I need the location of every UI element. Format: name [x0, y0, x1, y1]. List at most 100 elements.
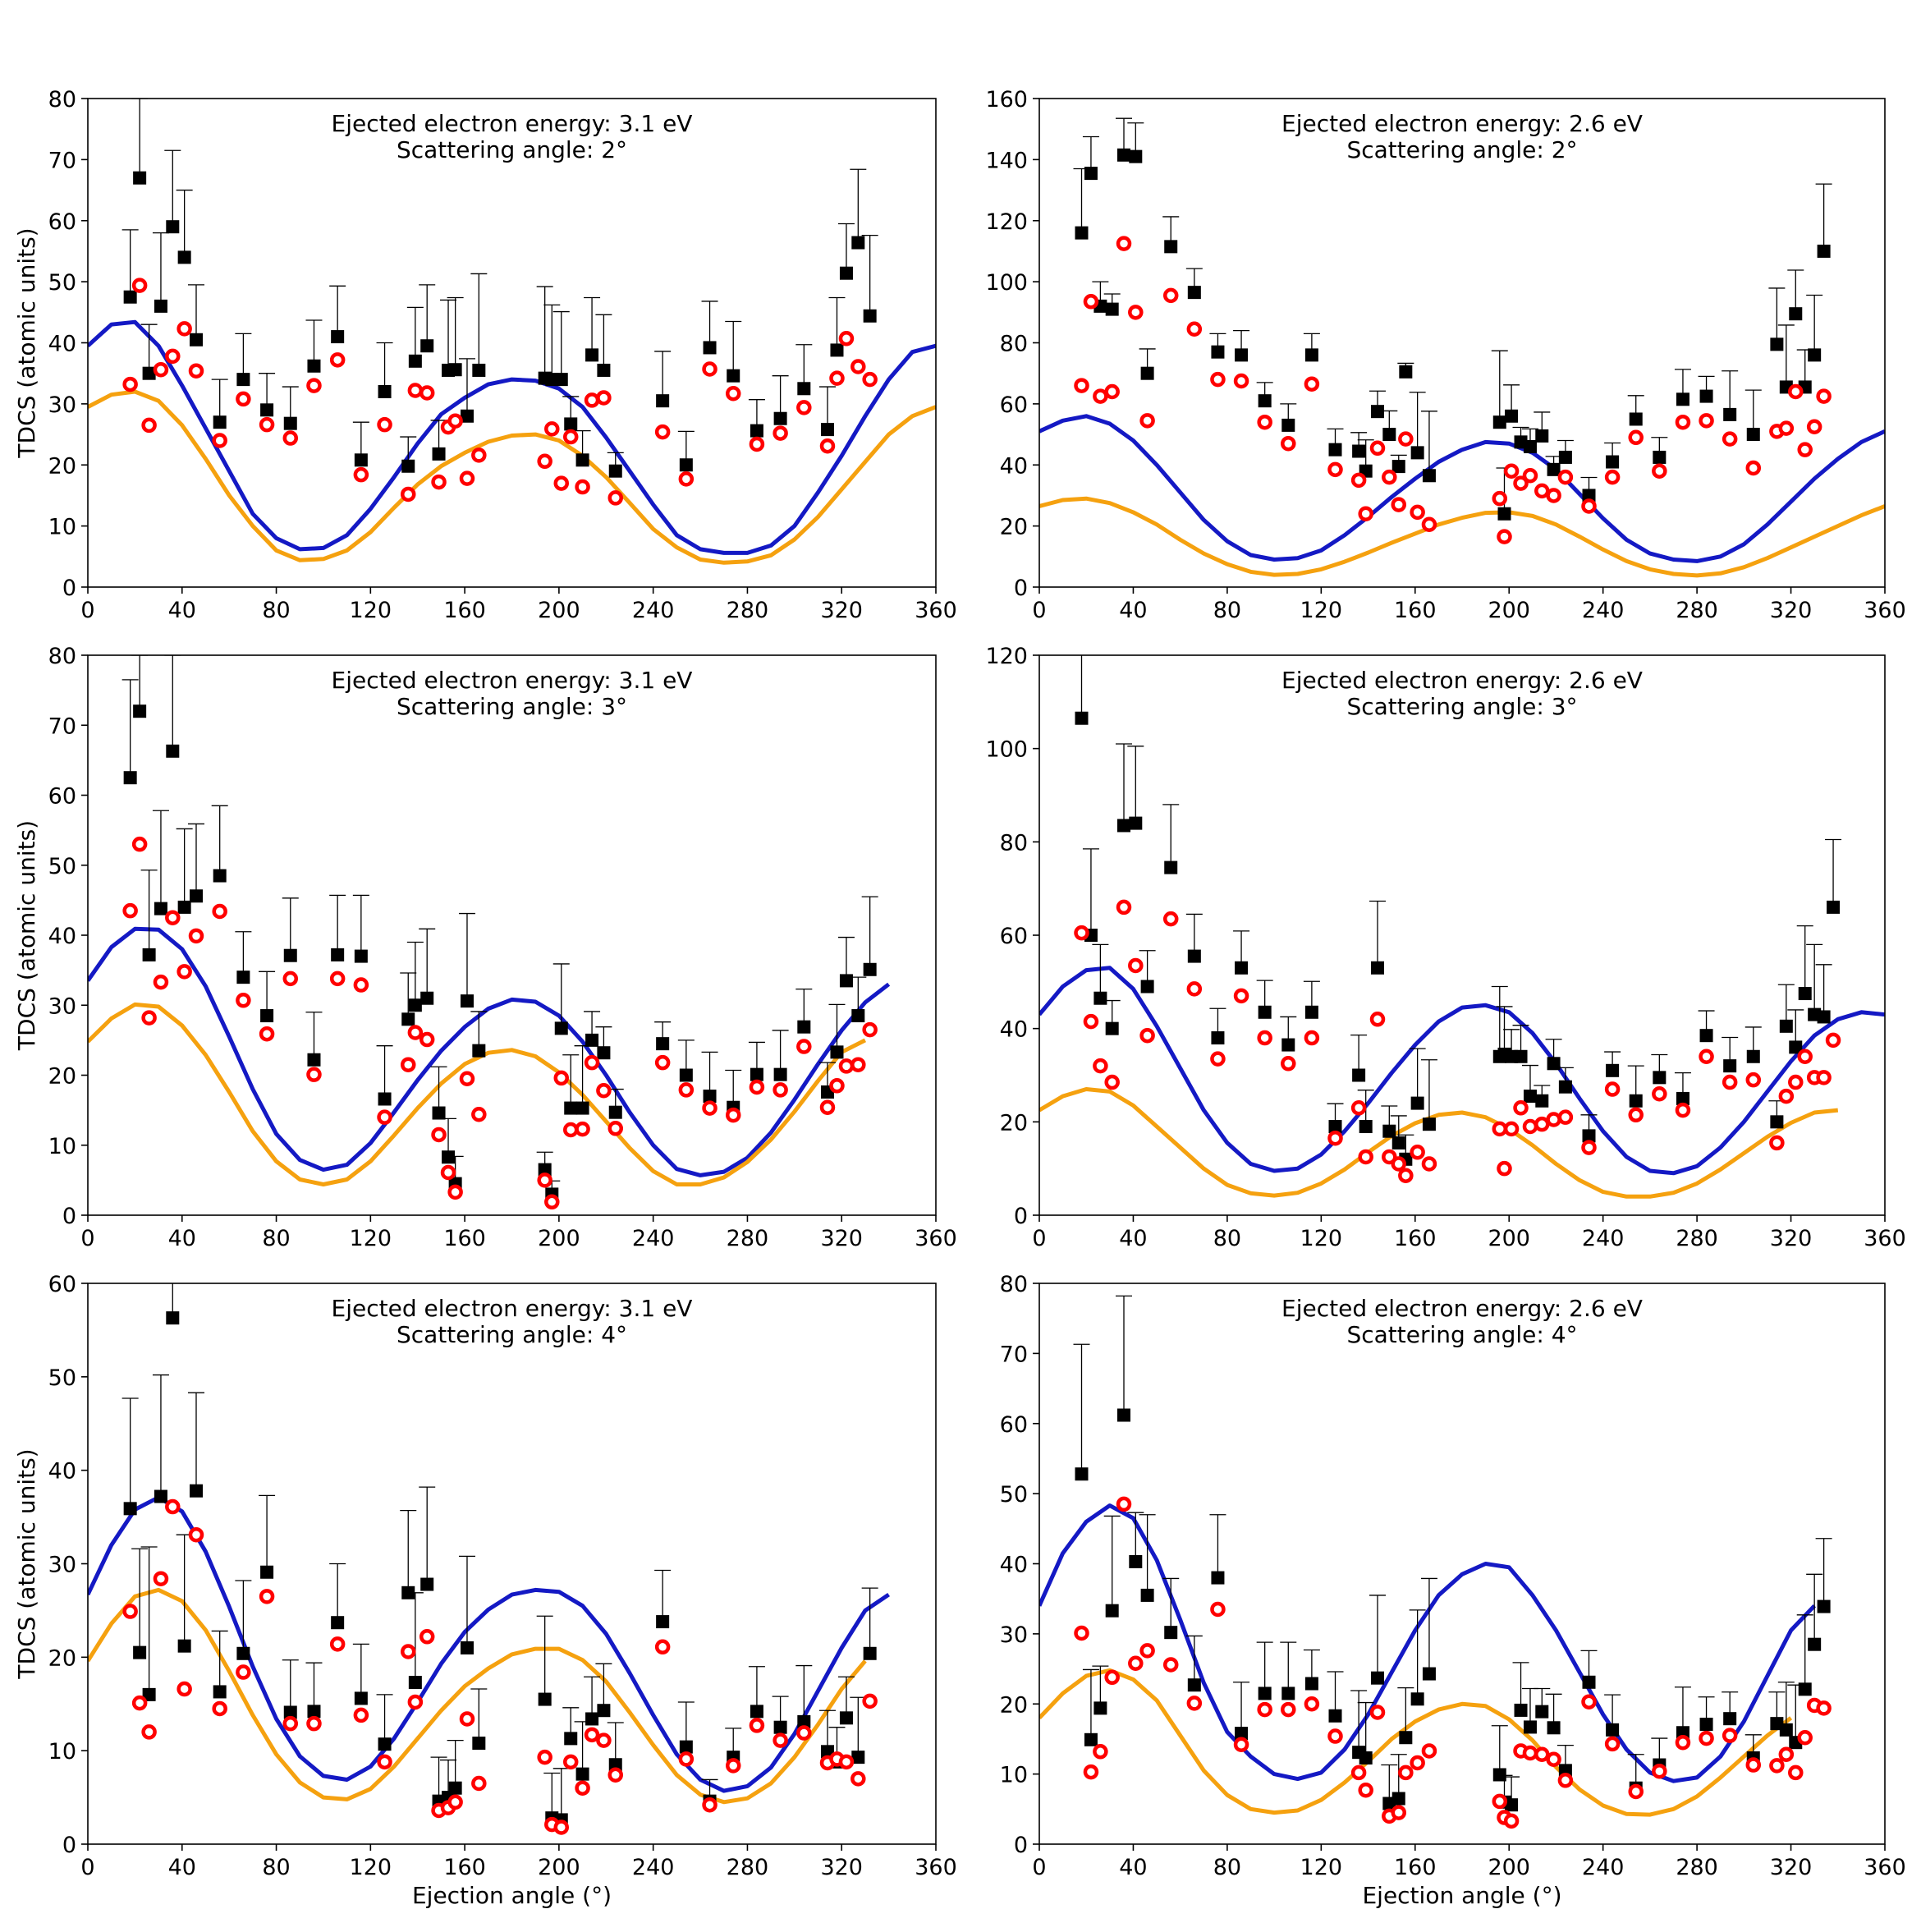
red-circle-marker: [1503, 463, 1520, 479]
black-square-marker: [797, 1020, 811, 1034]
red-circle-marker: [702, 1100, 718, 1116]
x-tick-label: 120: [350, 1855, 392, 1880]
orange-curve: [1039, 1087, 1839, 1199]
red-circle-marker: [1675, 1734, 1691, 1751]
y-tick-label: 20: [48, 1645, 76, 1671]
x-tick-label: 240: [1582, 1855, 1625, 1880]
red-circle-marker: [553, 1070, 570, 1086]
red-circle-marker: [1139, 413, 1155, 429]
black-square-marker: [1371, 1671, 1384, 1685]
red-circle-marker: [1699, 1049, 1714, 1065]
black-square-marker: [1304, 1677, 1318, 1691]
black-square-marker: [260, 403, 274, 417]
black-square-marker: [1798, 987, 1812, 1001]
theory-curves: [1039, 414, 1885, 578]
chart-panel-5: 0 40 80 120 160 200 240 280 320 360 0 10 20 30 40 50 60 E…: [13, 1272, 957, 1909]
red-circle-marker: [819, 1099, 836, 1115]
black-square-marker: [1514, 1049, 1528, 1063]
red-circle-marker: [1186, 321, 1203, 337]
red-circle-marker: [1210, 371, 1226, 388]
black-square-marker: [608, 1105, 622, 1119]
red-circle-marker: [1304, 376, 1320, 392]
y-tick-label: 20: [1000, 515, 1028, 540]
red-circle-marker: [1797, 1729, 1813, 1746]
red-circle-marker: [829, 1078, 845, 1094]
red-circle-marker: [1421, 1743, 1437, 1759]
x-tick-label: 360: [1864, 598, 1906, 623]
red-circle-marker: [141, 417, 157, 434]
red-circle-marker: [1074, 1625, 1089, 1641]
chart-panel-3: 0 40 80 120 160 200 240 280 320 360 0 10 20 30 40 50 60 7…: [13, 644, 957, 1251]
black-square-marker: [1093, 991, 1107, 1005]
red-circle-marker: [850, 1057, 866, 1072]
black-square-marker: [1746, 428, 1760, 442]
red-circle-marker: [1492, 1121, 1508, 1137]
red-circle-marker: [1675, 1102, 1691, 1118]
y-tick-label: 100: [985, 737, 1028, 763]
x-tick-label: 240: [632, 598, 675, 623]
red-circle-marker: [188, 1526, 204, 1543]
black-square-marker: [236, 373, 250, 387]
black-square-marker: [1558, 1080, 1572, 1094]
y-tick-label: 0: [1014, 576, 1028, 601]
black-square-marker: [472, 363, 486, 377]
x-tick-label: 280: [727, 598, 769, 623]
black-square-marker: [851, 1009, 865, 1023]
black-square-marker: [1699, 1029, 1713, 1043]
x-tick-label: 200: [538, 598, 580, 623]
black-square-marker: [1606, 1723, 1620, 1737]
black-square-marker: [1422, 1667, 1436, 1681]
black-square-marker: [1328, 1120, 1342, 1134]
red-circle-marker: [459, 470, 475, 486]
red-circle-marker: [1382, 1149, 1397, 1165]
orange-curve: [88, 1587, 867, 1805]
x-tick-label: 0: [1032, 1855, 1046, 1880]
red-circle-marker: [1806, 419, 1822, 435]
red-circle-marker: [553, 1820, 570, 1835]
red-circle-marker: [1778, 1088, 1795, 1104]
red-circle-marker: [1497, 1160, 1512, 1177]
black-square-marker: [750, 424, 763, 438]
red-circle-marker: [459, 1711, 475, 1727]
orange-curve: [88, 1002, 867, 1186]
black-square-marker: [1235, 348, 1249, 362]
red-circle-marker: [607, 1121, 624, 1136]
red-circle-marker: [1503, 1813, 1520, 1829]
red-circle-marker: [400, 1057, 416, 1072]
x-tick-label: 120: [350, 598, 392, 623]
black-square-marker: [1382, 428, 1396, 442]
red-circle-marker: [407, 383, 424, 398]
x-tick-label: 200: [1488, 1226, 1530, 1251]
red-circle-marker: [596, 390, 612, 406]
x-tick-label: 80: [1213, 1855, 1241, 1880]
black-square-marker: [1808, 1637, 1822, 1651]
red-circle-marker: [1350, 472, 1367, 489]
black-square-marker: [1817, 1010, 1831, 1024]
red-circle-marker: [562, 429, 579, 445]
black-square-marker: [1422, 469, 1436, 483]
x-tick-label: 120: [1300, 598, 1343, 623]
black-square-marker: [260, 1009, 274, 1023]
black-square-marker: [432, 1106, 446, 1120]
red-circle-marker: [471, 1106, 487, 1122]
black-square-marker: [1391, 460, 1405, 474]
red-circle-marker: [1116, 236, 1132, 251]
red-circle-marker: [1546, 1751, 1561, 1767]
black-square-marker: [123, 771, 137, 785]
black-square-marker: [1328, 443, 1342, 457]
black-square-marker: [1789, 1040, 1803, 1054]
black-square-marker: [863, 1646, 877, 1660]
black-square-marker: [166, 1311, 180, 1325]
black-square-marker: [1164, 1626, 1178, 1640]
x-tick-label: 200: [1488, 598, 1530, 623]
red-circle-marker: [447, 413, 463, 429]
black-square-marker: [1629, 1094, 1643, 1108]
red-circle-marker: [1304, 1696, 1320, 1712]
black-square-marker: [133, 171, 147, 185]
y-tick-label: 60: [48, 209, 76, 235]
y-tick-label: 10: [48, 1134, 76, 1159]
black-square-marker: [1359, 1120, 1373, 1134]
y-tick-label: 40: [48, 1459, 76, 1485]
red-circle-marker: [1503, 1121, 1520, 1137]
black-square-marker: [1676, 1091, 1689, 1105]
